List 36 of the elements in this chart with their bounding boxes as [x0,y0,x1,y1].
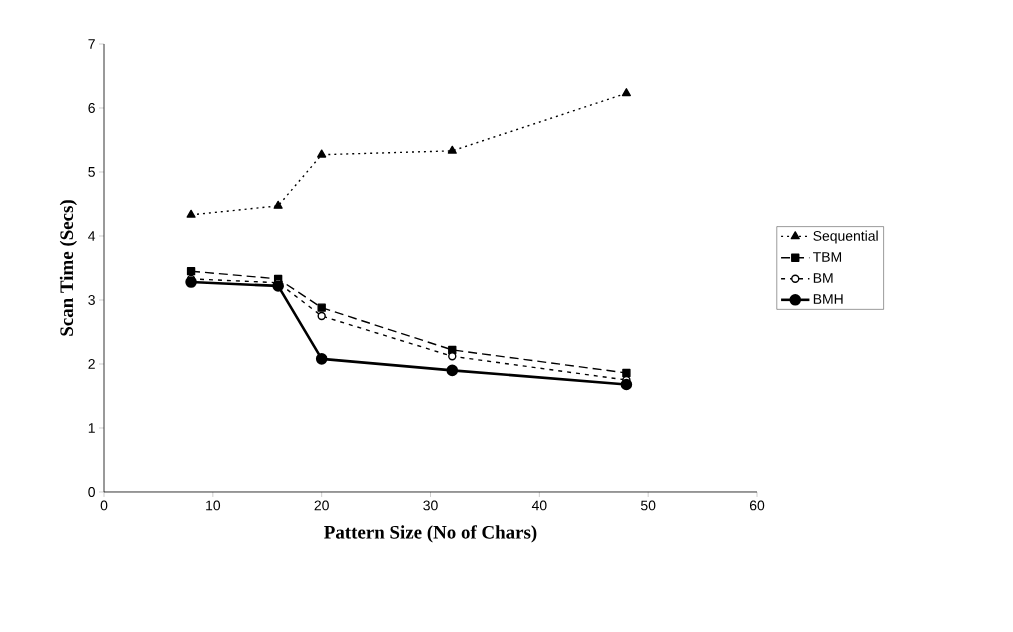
point [273,200,283,209]
y-tick-label: 4 [88,231,96,241]
x-tick-label: 60 [749,500,765,511]
y-tick-label: 3 [88,295,95,305]
point [317,303,326,312]
x-tick-label: 40 [531,500,547,511]
x-axis-title: Pattern Size (No of Chars) [324,525,537,543]
legend-label: TBM [813,252,842,262]
x-tick-label: 30 [423,500,438,511]
point [315,353,328,365]
point [317,149,327,158]
legend-label: Sequential [813,230,878,244]
y-tick-label: 7 [88,39,95,49]
point [447,145,457,154]
y-axis-title: Scan Time (Secs) [59,200,77,336]
point [186,209,196,218]
point [186,267,196,276]
legend-label: BMH [813,294,843,304]
y-tick-label: 5 [88,167,95,177]
point [620,378,633,391]
point [272,280,284,292]
legend-label: BM [813,273,833,283]
point [622,368,631,378]
x-tick-label: 0 [100,500,108,511]
x-tick-label: 50 [640,500,656,511]
y-tick-label: 2 [88,359,95,369]
point [185,276,197,288]
point [446,364,459,377]
x-tick-label: 20 [314,500,329,511]
x-tick-label: 10 [206,500,221,511]
point [317,311,326,321]
y-tick-label: 1 [88,423,95,433]
point [448,352,457,361]
point [621,88,631,97]
y-tick-label: 0 [88,487,95,497]
y-tick-label: 6 [88,103,95,113]
